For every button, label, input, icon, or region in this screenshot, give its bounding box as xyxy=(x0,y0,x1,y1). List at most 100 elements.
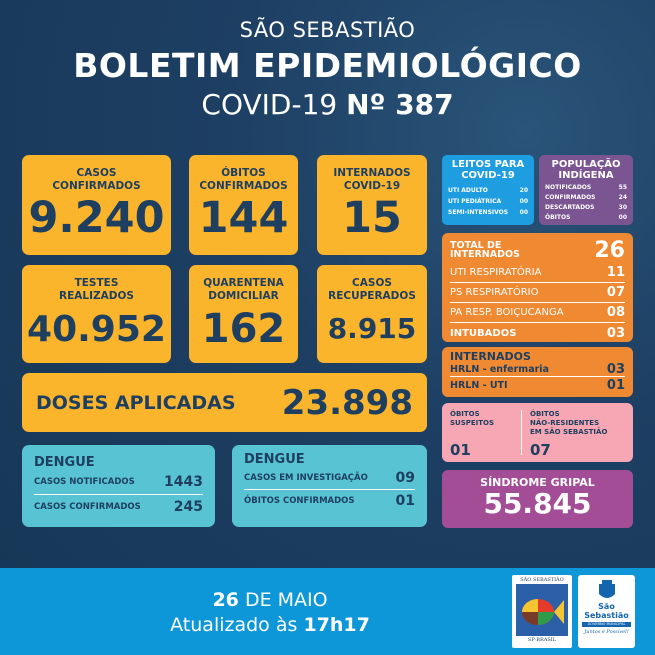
row-value: 00 xyxy=(618,214,627,221)
box-title: INTERNADOS xyxy=(450,350,531,363)
row-label: UTI ADULTO xyxy=(448,187,488,194)
internados-row: PA RESP. BOIÇUCANGA 08 xyxy=(450,303,625,323)
stat-label: REALIZADOS xyxy=(59,290,134,302)
row-label: PA RESP. BOIÇUCANGA xyxy=(450,307,564,318)
stat-casos-confirmados: CASOS CONFIRMADOS 9.240 xyxy=(22,155,171,255)
date-info: 26 DE MAIO Atualizado às 17h17 xyxy=(120,588,420,638)
sindrome-label: SÍNDROME GRIPAL xyxy=(480,476,595,489)
row-label: CASOS CONFIRMADOS xyxy=(34,502,141,512)
row-label: HRLN - enfermaria xyxy=(450,364,549,375)
doses-aplicadas-box: DOSES APLICADAS 23.898 xyxy=(22,373,427,432)
row-value: 07 xyxy=(606,285,625,300)
total-label: INTERNADOS xyxy=(450,249,520,260)
row-value: 24 xyxy=(618,194,627,201)
total-value: 26 xyxy=(594,237,625,263)
stat-label: COVID-19 xyxy=(343,180,401,192)
bulletin-number: Nº 387 xyxy=(346,88,454,121)
stat-value: 9.240 xyxy=(28,193,165,243)
row-label: UTI PEDIÁTRICA xyxy=(448,198,502,205)
label: SUSPEITOS xyxy=(450,419,495,427)
prefeitura-logo: São Sebastião GOVERNO MUNICIPAL Juntos é… xyxy=(578,575,635,648)
label: ÓBITOS xyxy=(450,410,480,418)
logo-text: São xyxy=(598,602,615,611)
row-label: HRLN - UTI xyxy=(450,380,508,391)
dengue-investigacao-box: DENGUE CASOS EM INVESTIGAÇÃO 09 ÓBITOS CO… xyxy=(232,445,427,527)
stat-label: CONFIRMADOS xyxy=(199,180,288,192)
stat-label: CASOS xyxy=(76,167,117,179)
stat-value: 144 xyxy=(198,193,289,243)
row-value: 245 xyxy=(173,499,203,515)
row-value: 20 xyxy=(519,187,528,194)
row-value: 01 xyxy=(395,493,415,509)
label: ÓBITOS xyxy=(530,410,560,418)
label: EM SÃO SEBASTIÃO xyxy=(530,428,608,436)
internados-row: INTUBADOS 03 xyxy=(450,323,625,343)
obitos-box: ÓBITOS SUSPEITOS 01 ÓBITOS NÃO-RESIDENTE… xyxy=(442,403,633,462)
stat-label: ÓBITOS xyxy=(221,167,266,179)
stat-label: CASOS xyxy=(352,277,392,289)
stat-obitos-confirmados: ÓBITOS CONFIRMADOS 144 xyxy=(189,155,298,255)
label: NÃO-RESIDENTES xyxy=(530,419,600,427)
value: 01 xyxy=(450,441,471,459)
logo-band: GOVERNO MUNICIPAL xyxy=(582,622,631,627)
subtitle-prefix: COVID-19 xyxy=(201,88,338,121)
internados-row: PS RESPIRATÓRIO 07 xyxy=(450,283,625,303)
internados-hrln-box: INTERNADOS HRLN - enfermaria 03 HRLN - UT… xyxy=(442,347,633,397)
stat-label: INTERNADOS xyxy=(333,167,411,179)
stat-value: 162 xyxy=(201,306,286,352)
city-name: SÃO SEBASTIÃO xyxy=(239,18,416,42)
stat-label: QUARENTENA xyxy=(203,277,284,289)
row-value: 09 xyxy=(395,470,415,486)
sindrome-gripal-box: SÍNDROME GRIPAL 55.845 xyxy=(442,470,633,528)
page-title: BOLETIM EPIDEMIOLÓGICO xyxy=(73,46,582,85)
stat-label: RECUPERADOS xyxy=(328,290,416,302)
row-label: DESCARTADOS xyxy=(545,204,595,211)
row-label: NOTIFICADOS xyxy=(545,184,592,191)
box-title: LEITOS PARA xyxy=(451,159,525,170)
row-label: UTI RESPIRATÓRIA xyxy=(450,267,542,278)
box-title: COVID-19 xyxy=(461,170,515,181)
internados-row: UTI RESPIRATÓRIA 11 xyxy=(450,263,625,283)
date-day: 26 xyxy=(212,589,239,611)
row-value: 11 xyxy=(606,265,625,280)
total-label: TOTAL DE xyxy=(450,240,502,251)
row-label: CASOS EM INVESTIGAÇÃO xyxy=(244,473,368,483)
dengue-notificados-box: DENGUE CASOS NOTIFICADOS 1443 CASOS CONFI… xyxy=(22,445,215,527)
obitos-nao-residentes: ÓBITOS NÃO-RESIDENTES EM SÃO SEBASTIÃO 0… xyxy=(522,410,625,458)
logo-text: Sebastião xyxy=(584,611,629,620)
logo-text: SÃO SEBASTIÃO xyxy=(520,577,564,583)
row-value: 1443 xyxy=(164,474,203,490)
stat-casos-recuperados: CASOS RECUPERADOS 8.915 xyxy=(317,265,427,363)
stat-label: TESTES xyxy=(74,277,119,289)
row-label: CASOS NOTIFICADOS xyxy=(34,477,135,487)
stat-value: 8.915 xyxy=(327,312,417,345)
divider xyxy=(244,489,415,490)
subtitle: COVID-19 Nº 387 xyxy=(0,88,655,121)
doses-label: DOSES APLICADAS xyxy=(36,391,236,414)
row-value: 03 xyxy=(606,362,625,377)
row-value: 01 xyxy=(606,378,625,393)
populacao-indigena-box: POPULAÇÃO INDÍGENA NOTIFICADOS 55 CONFIRMA… xyxy=(539,155,633,225)
row-label: PS RESPIRATÓRIO xyxy=(450,287,539,298)
updated-time: 17h17 xyxy=(303,614,370,636)
logo-text: SP·BRASIL xyxy=(527,637,557,643)
row-label: SEMI-INTENSIVOS xyxy=(448,209,509,216)
stat-value: 40.952 xyxy=(27,309,166,350)
row-value: 03 xyxy=(606,325,625,341)
doses-value: 23.898 xyxy=(281,382,413,423)
box-title: POPULAÇÃO xyxy=(551,159,621,170)
box-title: INDÍGENA xyxy=(558,170,614,181)
stat-internados-covid: INTERNADOS COVID-19 15 xyxy=(317,155,427,255)
logo-slogan: Juntos é Possível! xyxy=(584,629,629,635)
city-crest-logo: SÃO SEBASTIÃO SP·BRASIL xyxy=(512,575,572,648)
divider xyxy=(34,494,203,495)
leitos-covid-box: LEITOS PARA COVID-19 UTI ADULTO 20 UTI PED… xyxy=(442,155,534,225)
obitos-suspeitos: ÓBITOS SUSPEITOS 01 xyxy=(450,410,522,459)
coat-of-arms-icon xyxy=(598,580,615,598)
dengue-title: DENGUE xyxy=(34,455,95,470)
row-label: ÓBITOS CONFIRMADOS xyxy=(244,496,355,506)
row-label: INTUBADOS xyxy=(450,327,517,339)
sindrome-value: 55.845 xyxy=(483,487,592,520)
stat-label: CONFIRMADOS xyxy=(52,180,141,192)
